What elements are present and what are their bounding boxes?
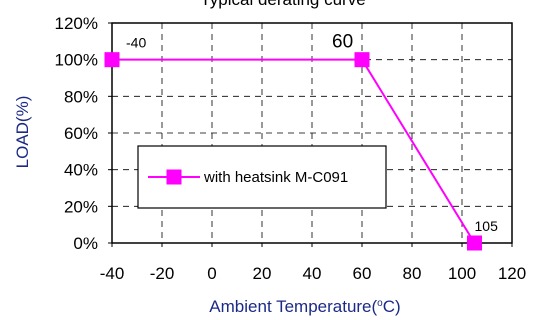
x-axis-ticks: -40 -20 0 20 40 60 80 100 120 [100, 243, 526, 283]
point-annotation: 105 [475, 218, 499, 234]
annotations: -40 60 105 [126, 32, 498, 234]
data-point-marker [104, 52, 120, 68]
y-tick-label: 0% [73, 234, 98, 253]
x-axis-title: Ambient Temperature(oC) [209, 297, 400, 316]
x-axis-title-main: Ambient Temperature( [209, 297, 377, 316]
x-axis-title-unit: C) [383, 297, 401, 316]
x-tick-label: 100 [448, 264, 476, 283]
legend: with heatsink M-C091 [137, 145, 387, 209]
y-tick-label: 80% [64, 87, 98, 106]
x-tick-label: 20 [253, 264, 272, 283]
point-annotation: -40 [126, 35, 146, 51]
x-axis-title-degree: o [377, 298, 383, 309]
x-tick-label: 80 [403, 264, 422, 283]
series-layer [104, 52, 482, 251]
x-tick-label: 40 [303, 264, 322, 283]
x-tick-label: 60 [353, 264, 372, 283]
legend-label: with heatsink M-C091 [203, 169, 348, 186]
point-annotation: 60 [332, 32, 353, 53]
x-tick-label: -20 [150, 264, 175, 283]
y-tick-label: 60% [64, 124, 98, 143]
y-tick-label: 40% [64, 161, 98, 180]
y-axis-title: LOAD(%) [13, 96, 32, 169]
grid-lines [112, 23, 512, 243]
data-point-marker [354, 52, 370, 68]
chart-title-fragment: Typical derating curve [200, 0, 365, 9]
legend-marker-square [166, 169, 182, 185]
x-tick-label: -40 [100, 264, 125, 283]
y-axis-ticks: 0% 20% 40% 60% 80% 100% 120% [55, 14, 112, 253]
legend-box [137, 145, 387, 209]
y-tick-label: 120% [55, 14, 98, 33]
y-tick-label: 100% [55, 51, 98, 70]
y-tick-label: 20% [64, 197, 98, 216]
data-point-marker [467, 235, 482, 251]
x-tick-label: 0 [207, 264, 216, 283]
x-tick-label: 120 [498, 264, 526, 283]
